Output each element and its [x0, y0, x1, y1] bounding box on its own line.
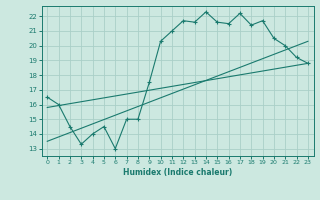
X-axis label: Humidex (Indice chaleur): Humidex (Indice chaleur): [123, 168, 232, 177]
